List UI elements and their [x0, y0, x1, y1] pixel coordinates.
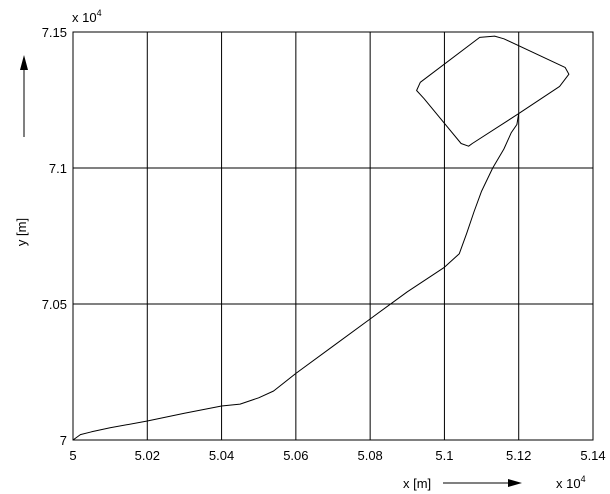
y-tick-label: 7 [60, 433, 67, 448]
x-multiplier: x 10 [556, 476, 581, 491]
x-axis-label: x [m] [403, 476, 431, 491]
y-tick-labels: 7 7.05 7.1 7.15 [42, 25, 67, 448]
y-tick-label: 7.1 [49, 161, 67, 176]
x-arrow-icon [443, 479, 522, 487]
y-arrow-icon [20, 55, 28, 137]
y-tick-label: 7.15 [42, 25, 67, 40]
series-layer [72, 35, 570, 441]
x-exponent-label: x 104 [556, 474, 586, 491]
series-line-0 [72, 113, 520, 441]
x-tick-label: 5.08 [357, 448, 382, 463]
grid-lines [72, 31, 594, 441]
y-tick-label: 7.05 [42, 297, 67, 312]
x-tick-label: 5.04 [209, 448, 234, 463]
y-exponent: 4 [97, 8, 102, 18]
series-line-1 [416, 35, 570, 147]
y-multiplier: x 10 [72, 10, 97, 25]
x-tick-label: 5.14 [580, 448, 605, 463]
x-tick-label: 5.12 [506, 448, 531, 463]
x-tick-label: 5.02 [135, 448, 160, 463]
x-tick-labels: 5 5.02 5.04 5.06 5.08 5.1 5.12 5.14 [69, 448, 605, 463]
x-tick-label: 5.1 [435, 448, 453, 463]
x-tick-label: 5.06 [283, 448, 308, 463]
plot-frame [72, 31, 594, 441]
x-exponent: 4 [581, 474, 586, 484]
y-axis-label: y [m] [14, 218, 29, 246]
x-tick-label: 5 [69, 448, 76, 463]
y-exponent-label: x 104 [72, 8, 102, 25]
